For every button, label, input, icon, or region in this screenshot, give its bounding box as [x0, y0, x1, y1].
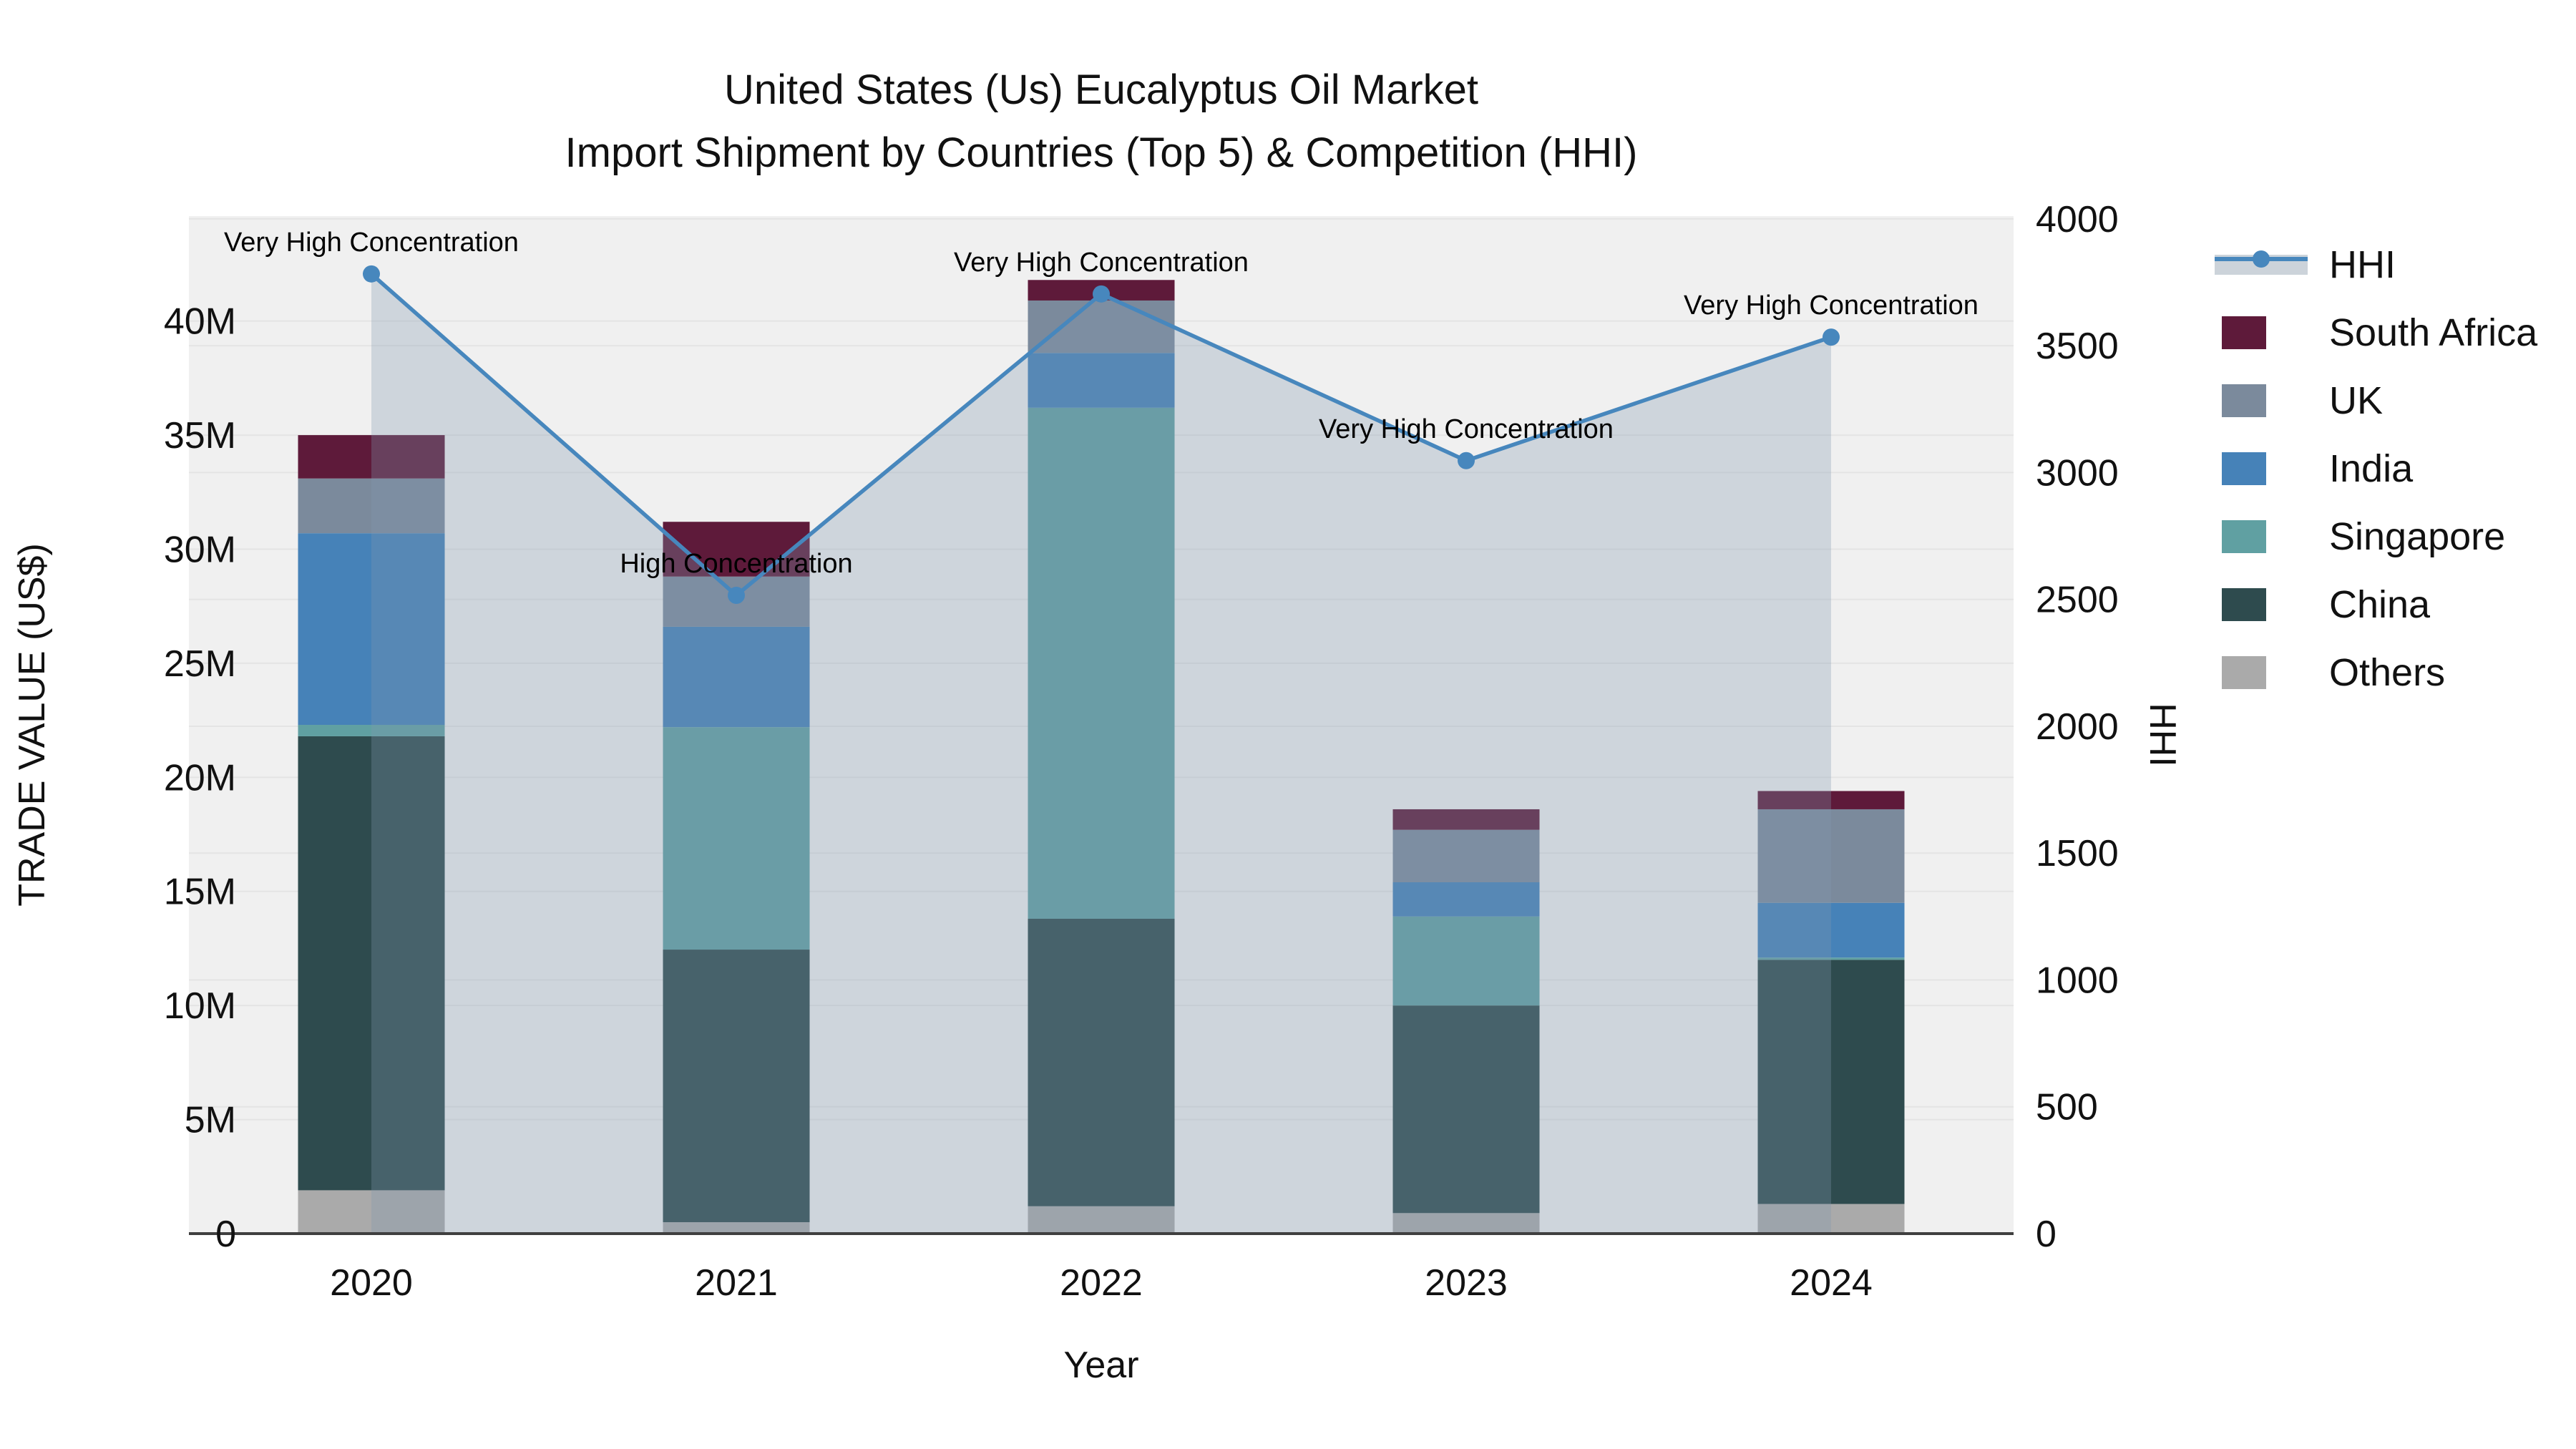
chart-title-line1: United States (Us) Eucalyptus Oil Market — [724, 67, 1478, 113]
bar-segment-2020-singapore[interactable] — [298, 725, 445, 736]
bar-segment-2021-south-africa[interactable] — [663, 522, 810, 577]
x-tick-2024: 2024 — [1790, 1262, 1873, 1304]
annotation-2024: Very High Concentration — [1684, 291, 1979, 321]
bar-segment-2022-uk[interactable] — [1028, 300, 1175, 353]
annotation-2021: High Concentration — [620, 549, 852, 579]
legend-item-singapore[interactable]: Singapore — [2222, 515, 2505, 558]
y-right-tick-3000: 3000 — [2036, 452, 2119, 494]
y-left-tick-20M: 20M — [164, 757, 236, 799]
x-tick-2022: 2022 — [1060, 1262, 1143, 1304]
hhi-marker-2020[interactable] — [363, 265, 380, 283]
bar-segment-2023-others[interactable] — [1392, 1213, 1540, 1234]
y-left-tick-10M: 10M — [164, 985, 236, 1027]
y-right-tick-1000: 1000 — [2036, 960, 2119, 1001]
bar-segment-2021-china[interactable] — [663, 950, 810, 1223]
y-left-tick-5M: 5M — [185, 1100, 236, 1141]
y-right-tick-500: 500 — [2036, 1087, 2098, 1128]
legend-item-hhi[interactable]: HHI — [2215, 243, 2396, 286]
bar-segment-2020-south-africa[interactable] — [298, 435, 445, 479]
hhi-marker-2023[interactable] — [1458, 452, 1475, 469]
x-axis-title: Year — [1063, 1345, 1138, 1386]
hhi-marker-2021[interactable] — [728, 587, 745, 605]
bar-segment-2022-india[interactable] — [1028, 353, 1175, 408]
bar-segment-2020-uk[interactable] — [298, 478, 445, 534]
y-right-tick-2500: 2500 — [2036, 580, 2119, 621]
legend-label-india[interactable]: India — [2329, 447, 2414, 490]
y-left-tick-25M: 25M — [164, 643, 236, 685]
annotation-2022: Very High Concentration — [954, 248, 1249, 278]
bar-segment-2024-others[interactable] — [1757, 1204, 1905, 1234]
hhi-fill-area — [371, 273, 1831, 1234]
bar-segment-2023-india[interactable] — [1392, 882, 1540, 917]
bar-segment-2024-india[interactable] — [1757, 902, 1905, 958]
y-right-tick-2000: 2000 — [2036, 706, 2119, 748]
annotations: Very High Concentration High Concentratio… — [224, 228, 1979, 579]
bar-segment-2024-china[interactable] — [1757, 960, 1905, 1204]
y-left-tick-35M: 35M — [164, 415, 236, 457]
legend-item-india[interactable]: India — [2222, 447, 2414, 490]
india-swatch-icon — [2222, 452, 2266, 485]
y-right-axis-title: HHI — [2142, 703, 2183, 767]
bar-segment-2023-uk[interactable] — [1392, 829, 1540, 882]
south-africa-swatch-icon — [2222, 316, 2266, 349]
bar-segment-2024-singapore[interactable] — [1757, 957, 1905, 960]
legend-label-south-africa[interactable]: South Africa — [2329, 311, 2538, 354]
y-left-tick-30M: 30M — [164, 529, 236, 570]
y-left-tick-15M: 15M — [164, 872, 236, 913]
legend-label-hhi[interactable]: HHI — [2329, 243, 2396, 286]
hhi-legend-marker-icon — [2253, 250, 2270, 268]
hhi-marker-2022[interactable] — [1093, 285, 1110, 303]
annotation-2023: Very High Concentration — [1319, 414, 1614, 444]
uk-swatch-icon — [2222, 384, 2266, 417]
bar-segment-2023-south-africa[interactable] — [1392, 809, 1540, 830]
singapore-swatch-icon — [2222, 520, 2266, 553]
x-tick-2021: 2021 — [695, 1262, 778, 1304]
legend-item-south-africa[interactable]: South Africa — [2222, 311, 2538, 354]
legend-label-china[interactable]: China — [2329, 583, 2431, 626]
bar-segment-2022-singapore[interactable] — [1028, 407, 1175, 919]
bar-segment-2021-singapore[interactable] — [663, 727, 810, 950]
legend-item-china[interactable]: China — [2222, 583, 2431, 626]
bar-segment-2020-india[interactable] — [298, 533, 445, 725]
y-left-axis-title: TRADE VALUE (US$) — [11, 543, 53, 907]
bar-segment-2020-china[interactable] — [298, 736, 445, 1191]
legend-item-others[interactable]: Others — [2222, 651, 2445, 694]
y-right-tick-3500: 3500 — [2036, 326, 2119, 367]
bar-segment-2021-others[interactable] — [663, 1222, 810, 1234]
hhi-line — [363, 265, 1840, 605]
x-tick-2020: 2020 — [330, 1262, 413, 1304]
stacked-bars — [298, 280, 1905, 1234]
bar-segment-2023-china[interactable] — [1392, 1005, 1540, 1214]
y-left-tick-40M: 40M — [164, 301, 236, 343]
bar-segment-2024-uk[interactable] — [1757, 809, 1905, 903]
bar-segment-2022-others[interactable] — [1028, 1206, 1175, 1234]
legend-item-uk[interactable]: UK — [2222, 379, 2383, 422]
hhi-area-fill — [371, 273, 1831, 1234]
chart-title-line2: Import Shipment by Countries (Top 5) & C… — [565, 130, 1638, 176]
legend-label-others[interactable]: Others — [2329, 651, 2445, 694]
china-swatch-icon — [2222, 588, 2266, 621]
bar-segment-2023-singapore[interactable] — [1392, 916, 1540, 1006]
hhi-marker-2024[interactable] — [1823, 328, 1840, 346]
bar-segment-2021-india[interactable] — [663, 626, 810, 728]
others-swatch-icon — [2222, 656, 2266, 689]
legend-label-uk[interactable]: UK — [2329, 379, 2383, 422]
tick-labels: 0 5M 10M 15M 20M 25M 30M 35M 40M 0 500 1000 1500 2000… — [164, 199, 2119, 1304]
legend: HHI South Africa UK India Singapore China Othe… — [2215, 243, 2538, 694]
x-tick-2023: 2023 — [1425, 1262, 1508, 1304]
y-left-tick-0: 0 — [215, 1214, 236, 1255]
annotation-2020: Very High Concentration — [224, 228, 519, 258]
bar-segment-2022-china[interactable] — [1028, 919, 1175, 1206]
bar-segment-2024-south-africa[interactable] — [1757, 791, 1905, 809]
y-right-tick-4000: 4000 — [2036, 199, 2119, 240]
legend-label-singapore[interactable]: Singapore — [2329, 515, 2505, 558]
y-right-tick-1500: 1500 — [2036, 833, 2119, 874]
bar-segment-2020-others[interactable] — [298, 1190, 445, 1234]
y-right-tick-0: 0 — [2036, 1214, 2057, 1255]
